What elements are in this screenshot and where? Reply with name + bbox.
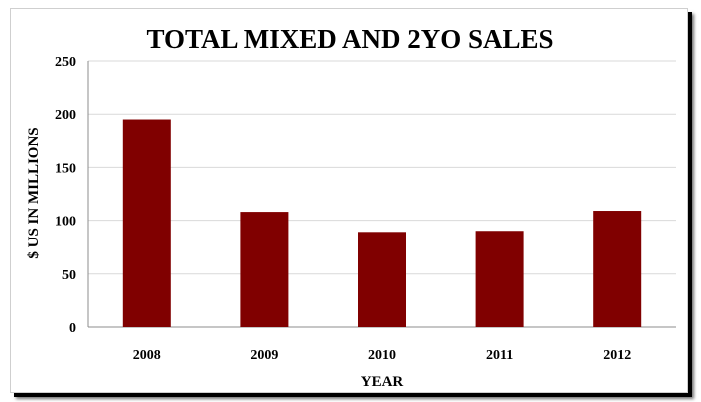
bar-2008 xyxy=(122,119,171,328)
y-tick-labels: 0 50 100 150 200 250 xyxy=(55,55,76,336)
bars xyxy=(122,119,642,328)
y-axis-label: $ US IN MILLIONS xyxy=(26,127,42,258)
bar-2012 xyxy=(593,211,642,327)
y-tick-label: 100 xyxy=(55,215,76,230)
y-tick-label: 250 xyxy=(55,55,76,70)
y-tick-label: 0 xyxy=(69,321,76,336)
y-tick-label: 150 xyxy=(55,161,76,176)
x-tick-label: 2009 xyxy=(250,348,278,363)
y-tick-label: 50 xyxy=(62,268,76,283)
x-tick-label: 2010 xyxy=(368,348,396,363)
gridlines xyxy=(87,60,676,328)
bar-2011 xyxy=(475,231,524,327)
bar-2009 xyxy=(240,212,289,327)
x-tick-label: 2008 xyxy=(133,348,161,363)
x-axis-label: YEAR xyxy=(361,374,404,390)
x-tick-label: 2011 xyxy=(486,348,513,363)
bar-2010 xyxy=(358,232,406,327)
x-tick-labels: 2008 2009 2010 2011 2012 xyxy=(133,348,631,363)
chart-title: TOTAL MIXED AND 2YO SALES xyxy=(146,24,553,54)
x-tick-label: 2012 xyxy=(603,348,631,363)
y-tick-label: 200 xyxy=(55,108,76,123)
